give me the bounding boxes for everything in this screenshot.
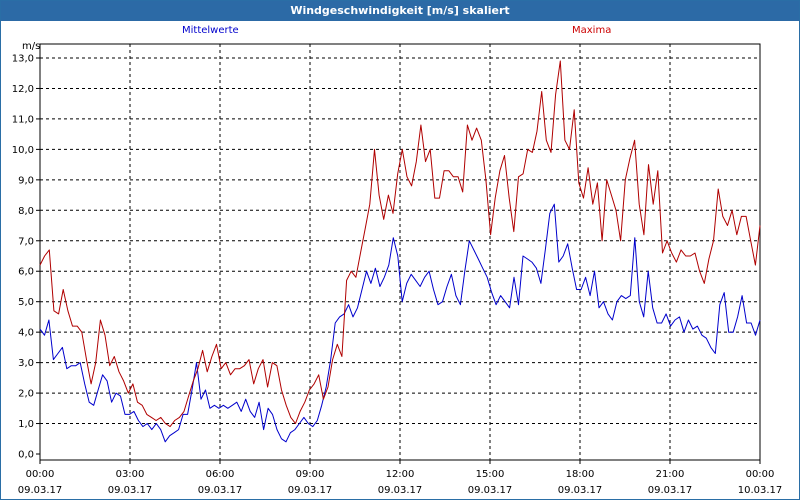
y-tick-label: 9,0 [18,175,34,186]
x-tick-date: 09.03.17 [558,485,603,496]
y-tick-label: 0,0 [18,450,34,461]
x-tick-date: 09.03.17 [18,485,63,496]
y-tick-label: 7,0 [18,236,34,247]
x-tick-time: 18:00 [566,469,595,480]
y-tick-label: 8,0 [18,206,34,217]
x-tick-date: 09.03.17 [378,485,423,496]
y-tick-label: 2,0 [18,389,34,400]
y-tick-label: 3,0 [18,358,34,369]
y-tick-label: 6,0 [18,267,34,278]
x-tick-time: 03:00 [116,469,145,480]
legend-mittelwerte: Mittelwerte [182,25,239,36]
x-tick-date: 09.03.17 [108,485,153,496]
grid [39,43,761,461]
y-tick-label: 4,0 [18,328,34,339]
y-tick-label: 5,0 [18,297,34,308]
y-tick-label: 1,0 [18,419,34,430]
x-tick-time: 00:00 [26,469,55,480]
x-tick-date: 09.03.17 [198,485,243,496]
legend-maxima: Maxima [572,25,612,36]
x-tick-time: 09:00 [296,469,325,480]
series-line-maxima [39,60,761,428]
x-tick-date: 09.03.17 [288,485,333,496]
x-tick-date: 10.03.17 [738,485,783,496]
y-tick-label: 12,0 [12,84,34,95]
y-axis-unit-label: m/s [22,41,40,52]
series-line-mittelwerte [39,203,761,443]
y-tick-label: 10,0 [12,145,34,156]
x-tick-date: 09.03.17 [648,485,693,496]
x-tick-time: 15:00 [476,469,505,480]
x-tick-time: 06:00 [206,469,235,480]
axes: 0,0 1,0 2,0 3,0 4,0 5,0 6,0 7,0 8,0 9,0 10,0 11,0 12… [12,54,783,497]
series [39,60,761,443]
chart-title: Windgeschwindigkeit [m/s] skaliert [1,1,799,21]
x-tick-date: 09.03.17 [468,485,513,496]
x-tick-time: 21:00 [656,469,685,480]
y-tick-label: 13,0 [12,54,34,65]
x-tick-time: 00:00 [746,469,775,480]
x-tick-time: 12:00 [386,469,415,480]
y-tick-label: 11,0 [12,114,34,125]
